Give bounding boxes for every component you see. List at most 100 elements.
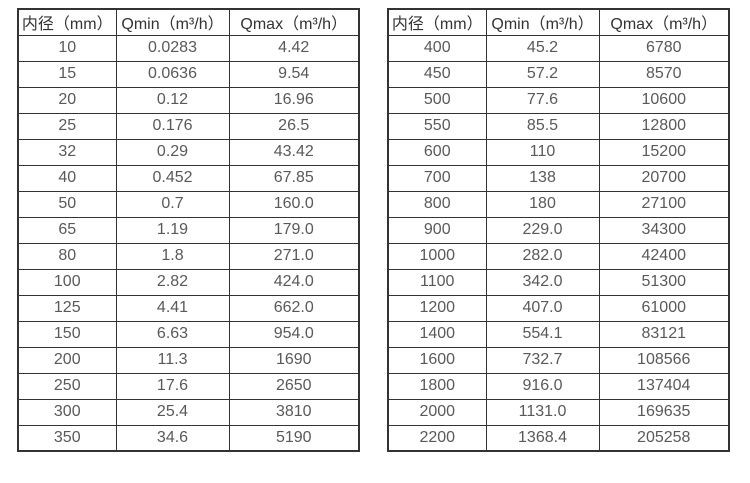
table-row: 250 17.6 2650 xyxy=(17,372,360,400)
diameter-cell: 25 xyxy=(17,112,117,140)
qmin-cell: 0.0636 xyxy=(115,60,230,88)
qmax-cell: 4.42 xyxy=(228,34,360,62)
diameter-cell: 300 xyxy=(17,398,117,426)
table-row: 40 0.452 67.85 xyxy=(17,164,360,192)
qmax-cell: 34300 xyxy=(598,216,730,244)
table-row: 80 1.8 271.0 xyxy=(17,242,360,270)
table-row: 32 0.29 43.42 xyxy=(17,138,360,166)
qmin-cell: 916.0 xyxy=(485,372,600,400)
table-row: 900 229.0 34300 xyxy=(387,216,730,244)
diameter-column-header: 内径（mm） xyxy=(17,8,117,36)
table-row: 500 77.6 10600 xyxy=(387,86,730,114)
qmax-cell: 67.85 xyxy=(228,164,360,192)
qmax-cell: 137404 xyxy=(598,372,730,400)
diameter-cell: 800 xyxy=(387,190,487,218)
table-row: 1000 282.0 42400 xyxy=(387,242,730,270)
qmax-cell: 16.96 xyxy=(228,86,360,114)
table-row: 550 85.5 12800 xyxy=(387,112,730,140)
table-row: 10 0.0283 4.42 xyxy=(17,34,360,62)
qmax-cell: 108566 xyxy=(598,346,730,374)
qmax-column-header: Qmax（m³/h） xyxy=(598,8,730,36)
qmax-cell: 26.5 xyxy=(228,112,360,140)
qmin-cell: 0.29 xyxy=(115,138,230,166)
qmax-cell: 15200 xyxy=(598,138,730,166)
table-row: 350 34.6 5190 xyxy=(17,424,360,452)
table-row: 15 0.0636 9.54 xyxy=(17,60,360,88)
qmax-cell: 61000 xyxy=(598,294,730,322)
table-row: 2000 1131.0 169635 xyxy=(387,398,730,426)
qmin-cell: 229.0 xyxy=(485,216,600,244)
header-row: 内径（mm） Qmin（m³/h） Qmax（m³/h） xyxy=(17,8,360,36)
qmax-cell: 83121 xyxy=(598,320,730,348)
qmin-cell: 342.0 xyxy=(485,268,600,296)
qmin-cell: 180 xyxy=(485,190,600,218)
qmax-cell: 8570 xyxy=(598,60,730,88)
qmin-cell: 25.4 xyxy=(115,398,230,426)
diameter-cell: 350 xyxy=(17,424,117,452)
table-row: 50 0.7 160.0 xyxy=(17,190,360,218)
diameter-cell: 600 xyxy=(387,138,487,166)
qmin-cell: 138 xyxy=(485,164,600,192)
flow-table-large-diameters: 内径（mm） Qmin（m³/h） Qmax（m³/h） 400 45.2 6780 450… xyxy=(387,8,730,452)
qmin-cell: 6.63 xyxy=(115,320,230,348)
diameter-cell: 900 xyxy=(387,216,487,244)
diameter-cell: 450 xyxy=(387,60,487,88)
qmin-cell: 0.452 xyxy=(115,164,230,192)
qmin-column-header: Qmin（m³/h） xyxy=(485,8,600,36)
diameter-cell: 10 xyxy=(17,34,117,62)
qmin-cell: 57.2 xyxy=(485,60,600,88)
diameter-cell: 80 xyxy=(17,242,117,270)
qmin-cell: 17.6 xyxy=(115,372,230,400)
qmin-cell: 77.6 xyxy=(485,86,600,114)
qmax-cell: 954.0 xyxy=(228,320,360,348)
qmin-column-header: Qmin（m³/h） xyxy=(115,8,230,36)
qmin-cell: 732.7 xyxy=(485,346,600,374)
table-row: 200 11.3 1690 xyxy=(17,346,360,374)
qmin-cell: 45.2 xyxy=(485,34,600,62)
qmax-cell: 12800 xyxy=(598,112,730,140)
qmax-cell: 42400 xyxy=(598,242,730,270)
table-row: 1800 916.0 137404 xyxy=(387,372,730,400)
qmin-cell: 554.1 xyxy=(485,320,600,348)
table-row: 450 57.2 8570 xyxy=(387,60,730,88)
qmax-cell: 160.0 xyxy=(228,190,360,218)
qmin-cell: 0.0283 xyxy=(115,34,230,62)
qmax-cell: 20700 xyxy=(598,164,730,192)
diameter-column-header: 内径（mm） xyxy=(387,8,487,36)
qmax-cell: 179.0 xyxy=(228,216,360,244)
diameter-cell: 2200 xyxy=(387,424,487,452)
table-row: 1100 342.0 51300 xyxy=(387,268,730,296)
qmax-cell: 5190 xyxy=(228,424,360,452)
qmin-cell: 4.41 xyxy=(115,294,230,322)
table-row: 100 2.82 424.0 xyxy=(17,268,360,296)
qmin-cell: 0.7 xyxy=(115,190,230,218)
qmin-cell: 282.0 xyxy=(485,242,600,270)
qmin-cell: 2.82 xyxy=(115,268,230,296)
qmin-cell: 1131.0 xyxy=(485,398,600,426)
qmax-column-header: Qmax（m³/h） xyxy=(228,8,360,36)
diameter-cell: 1400 xyxy=(387,320,487,348)
table-row: 65 1.19 179.0 xyxy=(17,216,360,244)
diameter-cell: 400 xyxy=(387,34,487,62)
qmax-cell: 2650 xyxy=(228,372,360,400)
table-row: 800 180 27100 xyxy=(387,190,730,218)
qmin-cell: 34.6 xyxy=(115,424,230,452)
qmax-cell: 424.0 xyxy=(228,268,360,296)
header-row: 内径（mm） Qmin（m³/h） Qmax（m³/h） xyxy=(387,8,730,36)
qmax-cell: 662.0 xyxy=(228,294,360,322)
diameter-cell: 40 xyxy=(17,164,117,192)
table-row: 700 138 20700 xyxy=(387,164,730,192)
diameter-cell: 550 xyxy=(387,112,487,140)
table-row: 20 0.12 16.96 xyxy=(17,86,360,114)
qmax-cell: 43.42 xyxy=(228,138,360,166)
qmin-cell: 1.8 xyxy=(115,242,230,270)
table-row: 125 4.41 662.0 xyxy=(17,294,360,322)
qmin-cell: 1.19 xyxy=(115,216,230,244)
qmax-cell: 27100 xyxy=(598,190,730,218)
diameter-cell: 1200 xyxy=(387,294,487,322)
diameter-cell: 1600 xyxy=(387,346,487,374)
qmin-cell: 1368.4 xyxy=(485,424,600,452)
qmin-cell: 0.176 xyxy=(115,112,230,140)
diameter-cell: 20 xyxy=(17,86,117,114)
qmin-cell: 407.0 xyxy=(485,294,600,322)
